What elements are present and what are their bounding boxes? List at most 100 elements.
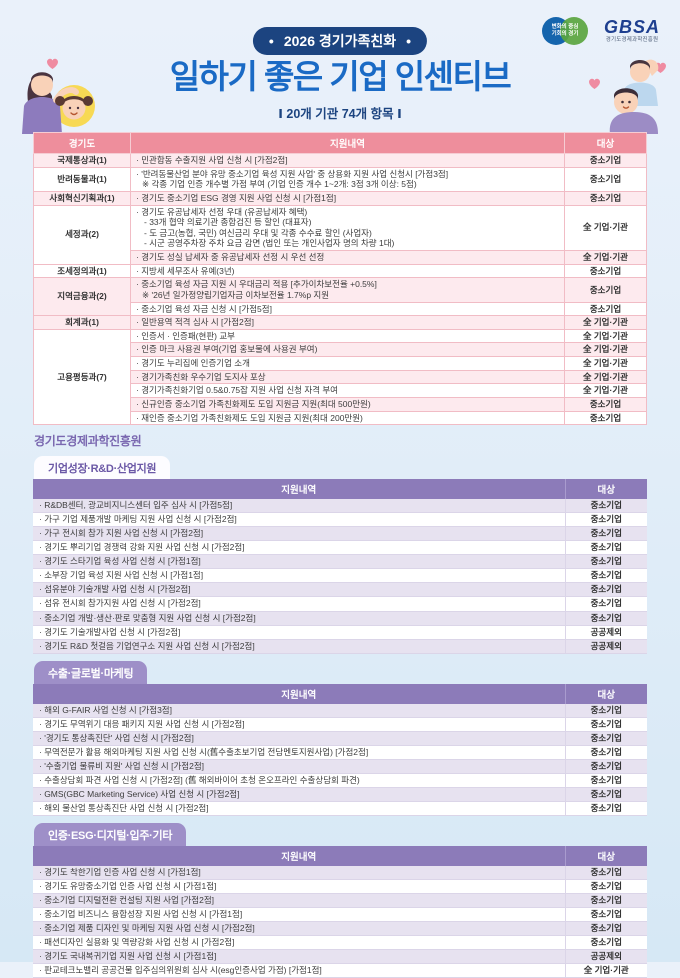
support-line: · 경기도 유공납세자 선정 우대 (유공납세자 혜택) bbox=[136, 206, 308, 217]
dept-cell: 고용평등과(7) bbox=[33, 328, 131, 426]
table-row: · 경기도 스타기업 육성 사업 신청 시 [가점1점] 중소기업 bbox=[33, 554, 647, 570]
gyeonggi-province-logo: 변화의 중심 기회의 경기 bbox=[541, 16, 588, 46]
target-cell: 중소기업 bbox=[564, 759, 647, 774]
target-cell: 全 기업·기관 bbox=[564, 328, 647, 344]
support-line: · 신규인증 중소기업 가족친화제도 도입 지원금 지원(최대 500만원) bbox=[136, 398, 371, 409]
target-cell: 全 기업·기관 bbox=[564, 250, 647, 265]
support-item-cell: · 섬유 전시회 참가지원 사업 신청 시 [가점2점] bbox=[33, 596, 565, 612]
table-row: · 경기도 성실 납세자 중 유공납세자 선정 시 우선 선정 全 기업·기관 bbox=[34, 250, 647, 265]
target-cell: 중소기업 bbox=[564, 921, 647, 937]
target-cell: 중소기업 bbox=[564, 410, 647, 426]
support-line: ※ '26년 일가정양립기업자금 이차보전율 1.7%p 지원 bbox=[142, 289, 330, 300]
support-line: - 도 금고(농협, 국민) 여신금리 우대 및 각종 수수료 할인 (사업자) bbox=[144, 227, 372, 238]
section-panel: 수출·글로벌·마케팅 지원내역 대상 · 해외 G-FAIR 사업 신청 시 [가점3… bbox=[33, 660, 647, 817]
support-line: · 경기가족친화기업 0.5&0.75잡 지원 사업 신청 자격 부여 bbox=[136, 385, 338, 396]
support-item-cell: · 경기도 뿌리기업 경쟁력 강화 지원 사업 신청 시 [가점2점] bbox=[33, 540, 565, 556]
target-cell: 중소기업 bbox=[564, 787, 647, 802]
gbsa-wordmark: GBSA bbox=[603, 17, 660, 38]
support-item-cell: · 경기도 유공납세자 선정 우대 (유공납세자 혜택) - 33개 협약 의료기… bbox=[130, 204, 565, 251]
table-row: · 무역전문가 활용 해외마케팅 지원 사업 신청 시(舊수출초보기업 전담멘토… bbox=[33, 745, 647, 760]
support-item-cell: · 일반용역 적격 심사 시 [가점2점] bbox=[130, 315, 565, 330]
support-line: · 민관합동 수출지원 사업 신청 시 [가점2점] bbox=[136, 155, 288, 165]
table-row: · R&DB센터, 광교비지니스센터 입주 심사 시 [가점5점] 중소기업 bbox=[33, 499, 647, 514]
table-header-row: 지원내역 대상 bbox=[33, 846, 647, 867]
section-panel: 인증·ESG·디지털·입주·기타 지원내역 대상 · 경기도 착한기업 인증 사업 신… bbox=[33, 823, 647, 978]
support-item-cell: · 경기도 R&D 첫걸음 기업연구소 지원 사업 신청 시 [가점2점] bbox=[33, 639, 565, 654]
heart-icon bbox=[47, 58, 58, 69]
heart-icon bbox=[589, 78, 600, 89]
dept-cell: 국제통상과(1) bbox=[33, 153, 131, 168]
badge-dot-right: • bbox=[406, 33, 412, 49]
support-item-cell: · '경기도 통상촉진단' 사업 신청 시 [가점2점] bbox=[33, 731, 565, 746]
support-item-cell: · 중소기업 육성 자금 신청 시 [가점5점] bbox=[130, 301, 565, 317]
support-item-cell: · 중소기업 비즈니스 융합성장 지원 사업 신청 시 [가점1점] bbox=[33, 907, 565, 923]
table-row: · 중소기업 육성 자금 신청 시 [가점5점] 중소기업 bbox=[34, 301, 647, 317]
table-row: · GMS(GBC Marketing Service) 사업 신청 시 [가점… bbox=[33, 787, 647, 802]
column-header-province: 경기도 bbox=[33, 132, 131, 154]
table-row: · 섬유분야 기술개발 사업 신청 시 [가점2점] 중소기업 bbox=[33, 582, 647, 598]
section-table-head: 지원내역 대상 bbox=[33, 846, 647, 867]
support-item-cell: · 중소기업 제품 디자인 및 마케팅 지원 사업 신청 시 [가점2점] bbox=[33, 921, 565, 937]
target-cell: 중소기업 bbox=[564, 526, 647, 542]
section-tab: 기업성장·R&D·산업지원 bbox=[34, 456, 171, 480]
support-line: · 중소기업 육성 자금 지원 시 우대금리 적용 [추가이차보전율 +0.5%… bbox=[136, 279, 377, 290]
column-header-support: 지원내역 bbox=[33, 683, 565, 704]
section-table: 지원내역 대상 · 경기도 착한기업 인증 사업 신청 시 [가점1점] 중소기업 · … bbox=[33, 846, 647, 978]
support-line: · 인증서 · 인증패(현판) 교부 bbox=[136, 330, 235, 341]
table-row: · 인증 마크 사용권 부여(기업 홍보물에 사용권 부여) 全 기업·기관 bbox=[34, 342, 647, 357]
table-row: 세정과(2) · 경기도 유공납세자 선정 우대 (유공납세자 혜택) - 33개 … bbox=[33, 204, 647, 265]
poster-body: 경기도 지원내역 대상 국제통상과(1) · 민관합동 수출지원 사업 신청 시 … bbox=[0, 132, 680, 978]
support-item-cell: · 판교테크노밸리 공공건물 입주심의위원회 심사 시(esg인증사업 가점) … bbox=[33, 963, 565, 978]
target-cell: 중소기업 bbox=[564, 935, 647, 951]
dept-cell: 세정과(2) bbox=[33, 204, 131, 265]
gyeonggi-logo-text: 변화의 중심 기회의 경기 bbox=[542, 16, 588, 46]
support-item-cell: · 지방세 세무조사 유예(3년) bbox=[130, 263, 565, 279]
table-row: 반려동물과(1) · '반려동물산업 분야 유망 중소기업 육성 지원 사업' 중… bbox=[33, 166, 647, 192]
table-row: 고용평등과(7) · 인증서 · 인증패(현판) 교부 全 기업·기관 bbox=[33, 328, 647, 426]
column-header-target: 대상 bbox=[564, 683, 647, 704]
table-row: · '수출기업 물류비 지원' 사업 신청 시 [가점2점] 중소기업 bbox=[33, 759, 647, 774]
support-item-cell: · 소부장 기업 육성 지원 사업 신청 시 [가점1점] bbox=[33, 568, 565, 584]
support-item-cell: · 해외 G-FAIR 사업 신청 시 [가점3점] bbox=[33, 703, 565, 718]
support-item-cell: · 경기도 중소기업 ESG 경영 지원 사업 신청 시 [가점1점] bbox=[130, 190, 565, 206]
target-cell: 중소기업 bbox=[564, 568, 647, 584]
column-header-target: 대상 bbox=[564, 132, 647, 154]
support-item-cell: · '반려동물산업 분야 유망 중소기업 육성 지원 사업' 중 상용화 지원 … bbox=[130, 166, 565, 192]
support-item-cell: · 중소기업 육성 자금 지원 시 우대금리 적용 [추가이차보전율 +0.5%… bbox=[130, 277, 565, 303]
table-row: · 해외 G-FAIR 사업 신청 시 [가점3점] 중소기업 bbox=[33, 703, 647, 718]
org-section-title: 경기도경제과학진흥원 bbox=[34, 434, 142, 449]
support-item-cell: · 경기도 스타기업 육성 사업 신청 시 [가점1점] bbox=[33, 554, 565, 570]
target-cell: 중소기업 bbox=[564, 611, 647, 626]
column-header-support: 지원내역 bbox=[33, 479, 565, 500]
support-item-cell: · 중소기업 디지털전환 컨설팅 지원 사업 [가점2점] bbox=[33, 893, 565, 909]
target-cell: 全 기업·기관 bbox=[564, 315, 647, 330]
target-cell: 중소기업 bbox=[564, 582, 647, 598]
table-header-row: 경기도 지원내역 대상 bbox=[33, 132, 647, 154]
page-title: 일하기 좋은 기업 인센티브 bbox=[169, 58, 512, 95]
support-line: · 중소기업 육성 자금 신청 시 [가점5점] bbox=[136, 303, 272, 314]
target-cell: 중소기업 bbox=[564, 277, 647, 303]
target-cell: 중소기업 bbox=[564, 907, 647, 923]
target-cell: 중소기업 bbox=[564, 554, 647, 570]
target-cell: 공공제외 bbox=[564, 625, 647, 640]
column-header-support: 지원내역 bbox=[33, 846, 565, 867]
year-badge: • 2026 경기가족친화 • bbox=[252, 27, 428, 55]
support-item-cell: · '수출기업 물류비 지원' 사업 신청 시 [가점2점] bbox=[33, 759, 565, 774]
logo-group: 변화의 중심 기회의 경기 GBSA 경기도경제과학진흥원 bbox=[541, 16, 660, 46]
table-row: · 경기가족친화기업 0.5&0.75잡 지원 사업 신청 자격 부여 全 기업·… bbox=[34, 383, 647, 398]
table-row: · 패션디자인 실용화 및 역량강화 사업 신청 시 [가점2점] 중소기업 bbox=[33, 935, 647, 951]
support-line: · 경기도 중소기업 ESG 경영 지원 사업 신청 시 [가점1점] bbox=[136, 192, 337, 203]
target-cell: 全 기업·기관 bbox=[564, 369, 647, 385]
target-cell: 중소기업 bbox=[564, 731, 647, 746]
table-row: · 중소기업 제품 디자인 및 마케팅 지원 사업 신청 시 [가점2점] 중소기… bbox=[33, 921, 647, 937]
support-item-cell: · 경기도 성실 납세자 중 유공납세자 선정 시 우선 선정 bbox=[130, 250, 565, 265]
table-row: · 경기도 무역위기 대응 패키지 지원 사업 신청 시 [가점2점] 중소기업 bbox=[33, 717, 647, 732]
support-item-cell: · 경기도 국내복귀기업 지원 사업 신청 시 [가점1점] bbox=[33, 949, 565, 965]
target-cell: 全 기업·기관 bbox=[564, 356, 647, 371]
support-item-cell: · 섬유분야 기술개발 사업 신청 시 [가점2점] bbox=[33, 582, 565, 598]
section-tab: 인증·ESG·디지털·입주·기타 bbox=[34, 823, 187, 847]
section-table-body: · 경기도 착한기업 인증 사업 신청 시 [가점1점] 중소기업 · 경기도 유망… bbox=[33, 866, 647, 978]
poster-header: 변화의 중심 기회의 경기 GBSA 경기도경제과학진흥원 • 2026 경기가… bbox=[0, 0, 680, 134]
table-row: 회계과(1) · 일반용역 적격 심사 시 [가점2점] 全 기업·기관 bbox=[33, 315, 647, 330]
support-item-cell: · 경기도 무역위기 대응 패키지 지원 사업 신청 시 [가점2점] bbox=[33, 717, 565, 732]
